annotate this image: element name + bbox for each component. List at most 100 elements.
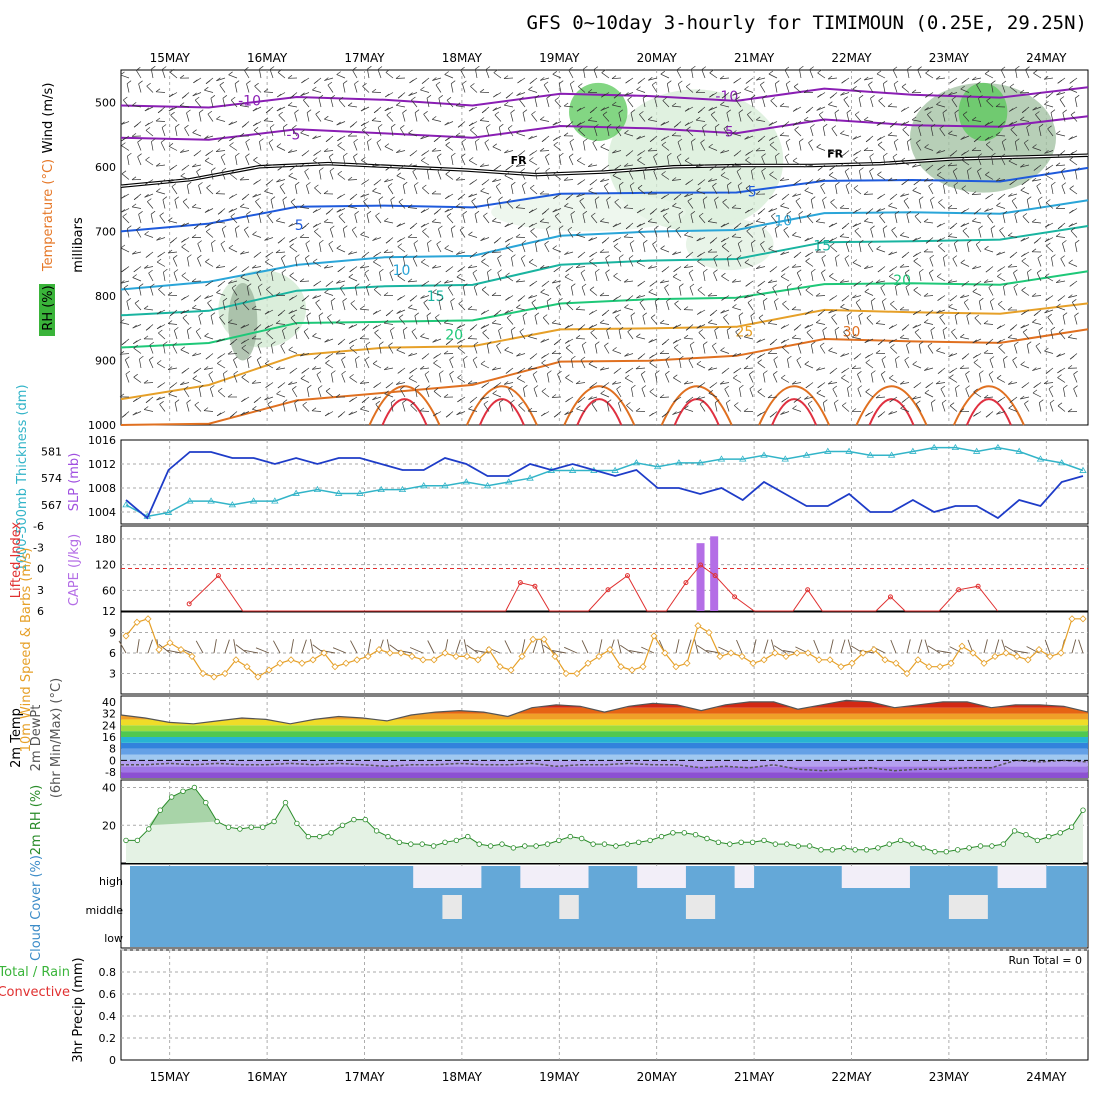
- wind-barb: [732, 133, 742, 137]
- wind-barb-flag: [900, 405, 905, 409]
- wind-barb: [539, 150, 550, 152]
- wind-barb-flag: [1055, 279, 1061, 283]
- wind-barb: [541, 391, 550, 398]
- cloud-mid-gap: [685, 895, 716, 919]
- wind-barb-flag: [817, 167, 823, 171]
- wind-barb-flag: [241, 268, 247, 273]
- wind-barb: [623, 236, 634, 238]
- thickness-marker: [271, 497, 279, 504]
- wind-barb-flag: [300, 352, 305, 357]
- thickness-marker: [441, 482, 449, 489]
- wind-barb: [360, 382, 370, 384]
- wind-barb-flag: [546, 297, 552, 302]
- wind-barb: [829, 245, 838, 253]
- wind-barb-flag: [402, 109, 407, 114]
- li-marker: [956, 587, 962, 593]
- wind-barb: [780, 251, 790, 256]
- wind-barb: [1032, 321, 1042, 325]
- wind-barb: [750, 315, 754, 325]
- thickness-marker: [249, 497, 258, 504]
- wind-barb-flag: [145, 127, 151, 131]
- wind-barb: [1013, 272, 1018, 282]
- wind-barb-flag: [131, 102, 137, 106]
- wind-barb-flag: [207, 110, 213, 115]
- wind-barb-flag: [288, 346, 293, 351]
- wind-barb-flag: [640, 371, 646, 375]
- wind-barb-flag: [269, 66, 275, 70]
- wind-barb-flag: [168, 107, 174, 112]
- wind-barb: [904, 272, 910, 282]
- wind-barb: [168, 393, 178, 398]
- wind-barb-flag: [359, 264, 365, 269]
- wind-barb-flag: [638, 227, 643, 232]
- dewpoint-line: [121, 759, 1089, 772]
- wind-barb: [146, 85, 154, 93]
- wind-barb-flag: [435, 314, 440, 318]
- axis-label: 2m DewPt: [29, 705, 44, 772]
- wind-barb-flag: [600, 178, 605, 182]
- wind-barb-flag: [150, 283, 155, 288]
- wind-barb-flag: [732, 374, 738, 379]
- wind-barb: [960, 295, 970, 299]
- wind-barb-flag: [794, 126, 799, 130]
- rh-marker: [533, 843, 539, 849]
- wind-barb: [481, 289, 490, 296]
- wind-barb-flag: [1068, 294, 1073, 298]
- wind-barb: [828, 350, 838, 354]
- wind-barb-flag: [959, 365, 965, 369]
- wind-barb: [444, 74, 454, 79]
- wind-barb: [389, 272, 394, 282]
- wind-barb: [126, 301, 130, 311]
- wind-barb-flag: [988, 284, 994, 288]
- wind-barb: [675, 229, 682, 238]
- wind-barb: [660, 280, 670, 284]
- wind-barb-flag: [397, 243, 403, 247]
- wind-barb: [431, 150, 442, 152]
- wind-barb-flag: [1057, 225, 1063, 230]
- wind-barb-flag: [971, 76, 977, 81]
- wind-barb-flag: [903, 197, 909, 202]
- wind-barb: [186, 112, 190, 122]
- wind-barb-flag: [952, 255, 958, 259]
- wind-barb: [930, 330, 934, 340]
- wind-barb-flag: [696, 237, 701, 242]
- wind-barb-flag: [204, 135, 209, 139]
- wind-barb-flag: [714, 196, 719, 201]
- wind-barb-flag: [337, 195, 342, 199]
- wind-barb: [510, 330, 514, 340]
- wind-barb-flag: [409, 152, 415, 157]
- wind-barb-flag: [352, 66, 357, 71]
- wind-barb: [674, 303, 682, 311]
- wind-barb-flag: [569, 138, 575, 143]
- wind-barb: [511, 257, 514, 267]
- wind-barb: [973, 391, 982, 398]
- wind-barb-flag: [938, 242, 943, 247]
- wind-barb-flag: [125, 356, 130, 361]
- wind-marker: [188, 652, 196, 660]
- thickness-marker: [717, 455, 726, 462]
- wind-barb-flag: [695, 163, 701, 168]
- wind-barb: [564, 105, 574, 108]
- wind-barb: [965, 374, 970, 383]
- wind-barb: [133, 347, 142, 354]
- rh-marker: [647, 837, 653, 844]
- wind-barb: [228, 247, 238, 253]
- wind-barb-flag: [421, 355, 427, 360]
- chart-title: GFS 0~10day 3-hourly for TIMIMOUN (0.25E…: [526, 12, 1087, 34]
- wind-barb: [265, 363, 274, 369]
- cloud-mid-gap: [442, 895, 462, 919]
- wind-barb: [578, 129, 586, 137]
- wind-barb: [557, 359, 562, 369]
- wind-barb-flag: [1044, 101, 1049, 105]
- wind-barb-flag: [745, 283, 750, 287]
- wind-barb: [150, 69, 154, 79]
- wind-barb: [640, 374, 646, 383]
- wind-barb: [588, 237, 598, 242]
- wind-barb: [182, 317, 190, 325]
- wind-barb: [480, 164, 490, 167]
- wind-barb-flag: [292, 386, 297, 390]
- wind-barb-flag: [685, 181, 690, 185]
- wind-barb-flag: [697, 286, 703, 291]
- wind-barb-flag: [590, 329, 595, 333]
- wind-barb-flag: [198, 182, 203, 186]
